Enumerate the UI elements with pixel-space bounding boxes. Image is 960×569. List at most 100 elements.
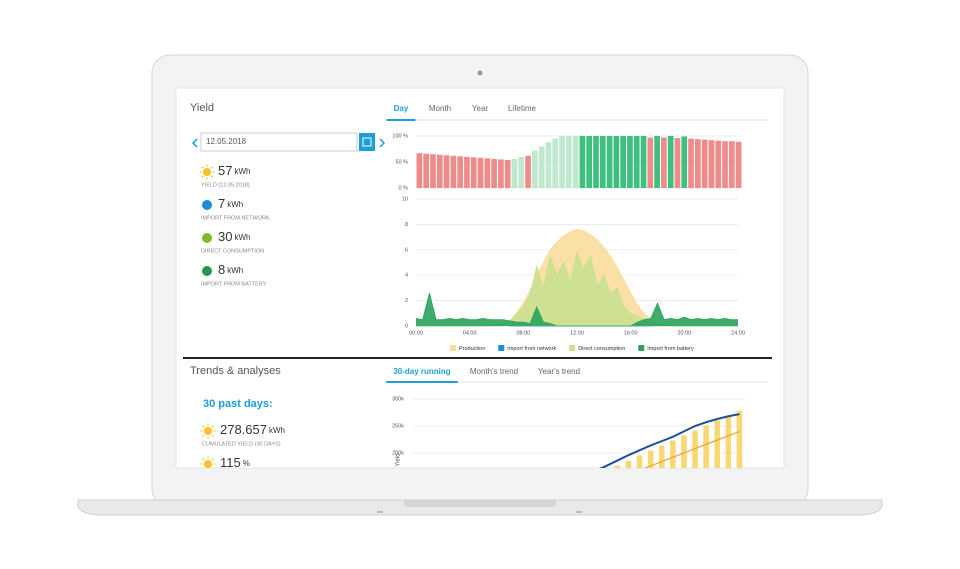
bar: [430, 154, 436, 188]
panel-title: Yield: [190, 102, 214, 114]
tab[interactable]: Day: [394, 104, 409, 113]
stat-value: 57 kWh: [218, 163, 250, 178]
bar: [457, 156, 463, 188]
tab[interactable]: Month: [429, 104, 451, 113]
stat-unit: %: [243, 459, 250, 468]
stat-unit: kWh: [227, 200, 243, 209]
base-notch: [404, 500, 556, 507]
line: [643, 430, 740, 468]
bar: [504, 159, 511, 188]
sun-ray: [201, 175, 204, 178]
stat-icon: [202, 233, 212, 243]
prev-day[interactable]: [191, 138, 198, 148]
sun-ray: [211, 434, 214, 437]
sun-ray: [210, 175, 213, 178]
y-tick-label: 0: [405, 323, 408, 329]
bar: [722, 141, 728, 188]
tab[interactable]: Month's trend: [470, 367, 518, 376]
bar: [647, 450, 654, 468]
bar: [661, 137, 667, 188]
legend-label: Production: [459, 346, 485, 352]
stat-label: DIRECT CONSUMPTION: [201, 248, 264, 254]
bar: [470, 531, 476, 561]
foot: [377, 511, 383, 513]
date-input[interactable]: [200, 132, 358, 152]
bar: [633, 136, 640, 188]
area-fill: [416, 252, 738, 326]
bar: [423, 153, 430, 188]
bar: [715, 140, 722, 188]
bar: [703, 425, 709, 468]
bar: [708, 140, 715, 188]
stat-number: 30: [218, 229, 232, 244]
next-day[interactable]: [379, 138, 386, 148]
bar: [586, 136, 593, 188]
stat-number: 8: [218, 262, 225, 277]
bar: [518, 156, 525, 188]
y-tick-label: 300k: [392, 396, 404, 402]
bar: [728, 141, 735, 188]
bar: [593, 136, 599, 188]
bar: [606, 136, 613, 188]
camera: [477, 70, 483, 76]
stat-icon: [202, 200, 212, 210]
legend-label: Import from battery: [647, 346, 694, 352]
bar: [525, 155, 531, 188]
bar: [552, 138, 559, 188]
bar: [620, 136, 626, 188]
sun-ray: [202, 425, 205, 428]
bar: [688, 138, 694, 188]
bar: [565, 136, 572, 188]
bar: [491, 158, 497, 188]
x-tick-label: 08:00: [516, 330, 530, 336]
stat-unit: kWh: [234, 233, 250, 242]
tab[interactable]: Year's trend: [538, 367, 580, 376]
x-tick-label: 16:00: [624, 330, 638, 336]
bar: [572, 136, 579, 188]
y-tick-label: 10: [402, 196, 408, 202]
stat-label: CUMULATED YIELD (30 DAYS): [202, 441, 281, 447]
bar: [579, 136, 586, 188]
bar: [658, 445, 665, 468]
x-tick-label: 00:00: [409, 330, 423, 336]
area-line: [415, 292, 738, 327]
laptop-base: [77, 499, 883, 516]
legend-label: Direct consumption: [578, 346, 625, 352]
charts: 100 % 50 % 0 % 0 2 4 6 8 10 00:00 04:00 08:00 12:00 1…: [392, 133, 744, 352]
y-tick-label: 8: [405, 222, 408, 228]
sun-icon: [204, 427, 212, 435]
calendar-button[interactable]: [359, 133, 375, 151]
foot: [576, 511, 582, 513]
panel-title: Trends & analyses: [190, 365, 281, 377]
sun-ray: [202, 458, 205, 461]
bar: [464, 156, 470, 188]
y-tick-label: 6: [405, 247, 408, 253]
tab[interactable]: Year: [472, 104, 489, 113]
bar: [714, 420, 721, 468]
trends-heading: 30 past days:: [203, 398, 273, 410]
bar: [681, 136, 688, 188]
y-tick-label: 4: [405, 273, 408, 279]
bar: [545, 142, 552, 188]
tab[interactable]: Lifetime: [508, 104, 537, 113]
tab[interactable]: 30-day running: [393, 367, 450, 376]
x-tick-label: 20:00: [677, 330, 691, 336]
y-tick-label: 200k: [392, 450, 404, 456]
bar: [504, 516, 510, 561]
bar: [599, 136, 606, 188]
bar: [470, 157, 477, 188]
bar: [614, 465, 621, 468]
legend-swatch: [569, 345, 576, 351]
bar: [736, 410, 743, 468]
bar: [515, 511, 521, 561]
stat-label: YIELD (12.05.2018): [201, 182, 250, 188]
y-tick-label: 100 %: [392, 133, 408, 139]
active-tab-underline: [386, 119, 416, 121]
legend-swatch: [450, 345, 456, 351]
active-tab-underline: [386, 381, 458, 383]
legend-swatch: [498, 345, 505, 351]
bar: [627, 136, 633, 188]
sun-ray: [211, 425, 214, 428]
stat-number: 7: [218, 196, 225, 211]
